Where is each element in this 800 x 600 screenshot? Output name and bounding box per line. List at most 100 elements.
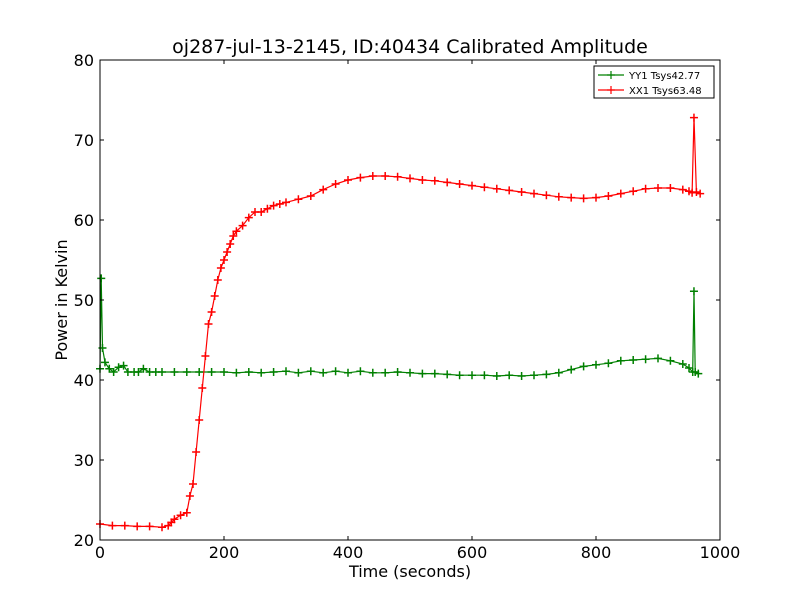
data-point [331, 367, 340, 376]
data-point [182, 508, 191, 517]
data-point [319, 368, 328, 377]
data-point [654, 354, 662, 363]
data-point [119, 361, 128, 370]
data-point [306, 192, 315, 200]
data-point [455, 371, 464, 380]
data-point [505, 371, 514, 380]
data-point [263, 204, 272, 213]
data-point [294, 195, 303, 204]
data-point [696, 189, 705, 198]
data-point [201, 352, 210, 360]
legend-label: XX1 Tsys63.48 [629, 86, 702, 97]
data-point [554, 192, 563, 201]
data-point [192, 448, 201, 456]
legend-box [593, 65, 715, 99]
data-point [356, 367, 365, 376]
data-point [455, 180, 464, 188]
x-axis: 0 200 400 600 800 1000 [95, 60, 740, 562]
x-tick-label: 200 [209, 543, 240, 562]
plot-background [100, 60, 720, 540]
data-point [567, 193, 576, 202]
data-point [182, 368, 191, 376]
data-point [356, 173, 365, 182]
x-tick-label: 800 [581, 543, 612, 562]
y-tick-label: 60 [74, 211, 94, 230]
data-point [629, 356, 638, 364]
data-point [592, 360, 600, 369]
data-point [331, 180, 340, 188]
data-point [229, 232, 238, 240]
y-tick-label: 30 [74, 451, 94, 470]
data-point [616, 189, 625, 198]
x-tick-label: 1000 [700, 543, 741, 562]
data-point [275, 200, 284, 208]
data-point [114, 363, 123, 372]
data-point [133, 522, 142, 531]
data-point [294, 368, 303, 377]
data-point [319, 185, 328, 194]
x-axis-label: Time (seconds) [348, 562, 471, 581]
data-point [492, 184, 501, 193]
data-point [604, 359, 613, 368]
data-point [232, 227, 241, 236]
data-point [689, 287, 698, 296]
y-tick-label: 40 [74, 371, 94, 390]
data-point [381, 172, 390, 180]
data-point [282, 198, 290, 207]
data-point [579, 194, 588, 203]
data-point [232, 368, 241, 377]
plot-area: 0 200 400 600 800 1000 20 30 40 50 60 70 80 [74, 51, 741, 562]
data-point [443, 370, 452, 379]
data-point [238, 221, 247, 230]
legend-marker [607, 86, 615, 94]
data-point [492, 372, 501, 380]
data-point [393, 368, 402, 376]
data-point [666, 356, 675, 365]
data-point [213, 276, 222, 284]
data-point [542, 370, 551, 379]
y-tick-label: 70 [74, 131, 94, 150]
data-point [176, 511, 185, 520]
data-point [666, 184, 675, 192]
chart-title: oj287-jul-13-2145, ID:40434 Calibrated A… [172, 36, 648, 58]
data-point [393, 172, 402, 181]
data-point [105, 364, 114, 373]
data-point [344, 176, 352, 184]
data-point [170, 368, 179, 376]
data-point [689, 113, 698, 122]
data-point [368, 172, 377, 180]
data-point [530, 371, 538, 380]
data-point [567, 365, 576, 374]
data-point [381, 368, 390, 377]
data-point [139, 364, 148, 373]
data-point [220, 256, 228, 264]
data-point [210, 292, 219, 300]
data-point [244, 213, 253, 222]
series-layer [96, 113, 705, 532]
y-tick-label: 80 [74, 51, 94, 70]
data-point [158, 368, 166, 376]
x-tick-label: 600 [457, 543, 488, 562]
data-point [257, 208, 266, 216]
data-point [430, 176, 439, 185]
data-point [505, 186, 514, 195]
data-point [220, 368, 228, 376]
data-point [100, 358, 109, 367]
data-point [108, 521, 117, 530]
legend-entry: XX1 Tsys63.48 [598, 86, 702, 97]
data-point [244, 368, 253, 376]
data-point [344, 368, 352, 377]
data-point [257, 368, 266, 377]
data-point [406, 174, 414, 183]
data-point [306, 367, 315, 376]
data-point [198, 384, 207, 392]
data-point [694, 369, 703, 378]
data-point [641, 355, 650, 364]
series-1 [96, 113, 705, 532]
data-point [158, 523, 166, 532]
data-point [195, 416, 204, 424]
data-point [688, 188, 697, 197]
data-point [134, 368, 143, 376]
data-point [592, 193, 600, 202]
data-point [120, 521, 129, 530]
